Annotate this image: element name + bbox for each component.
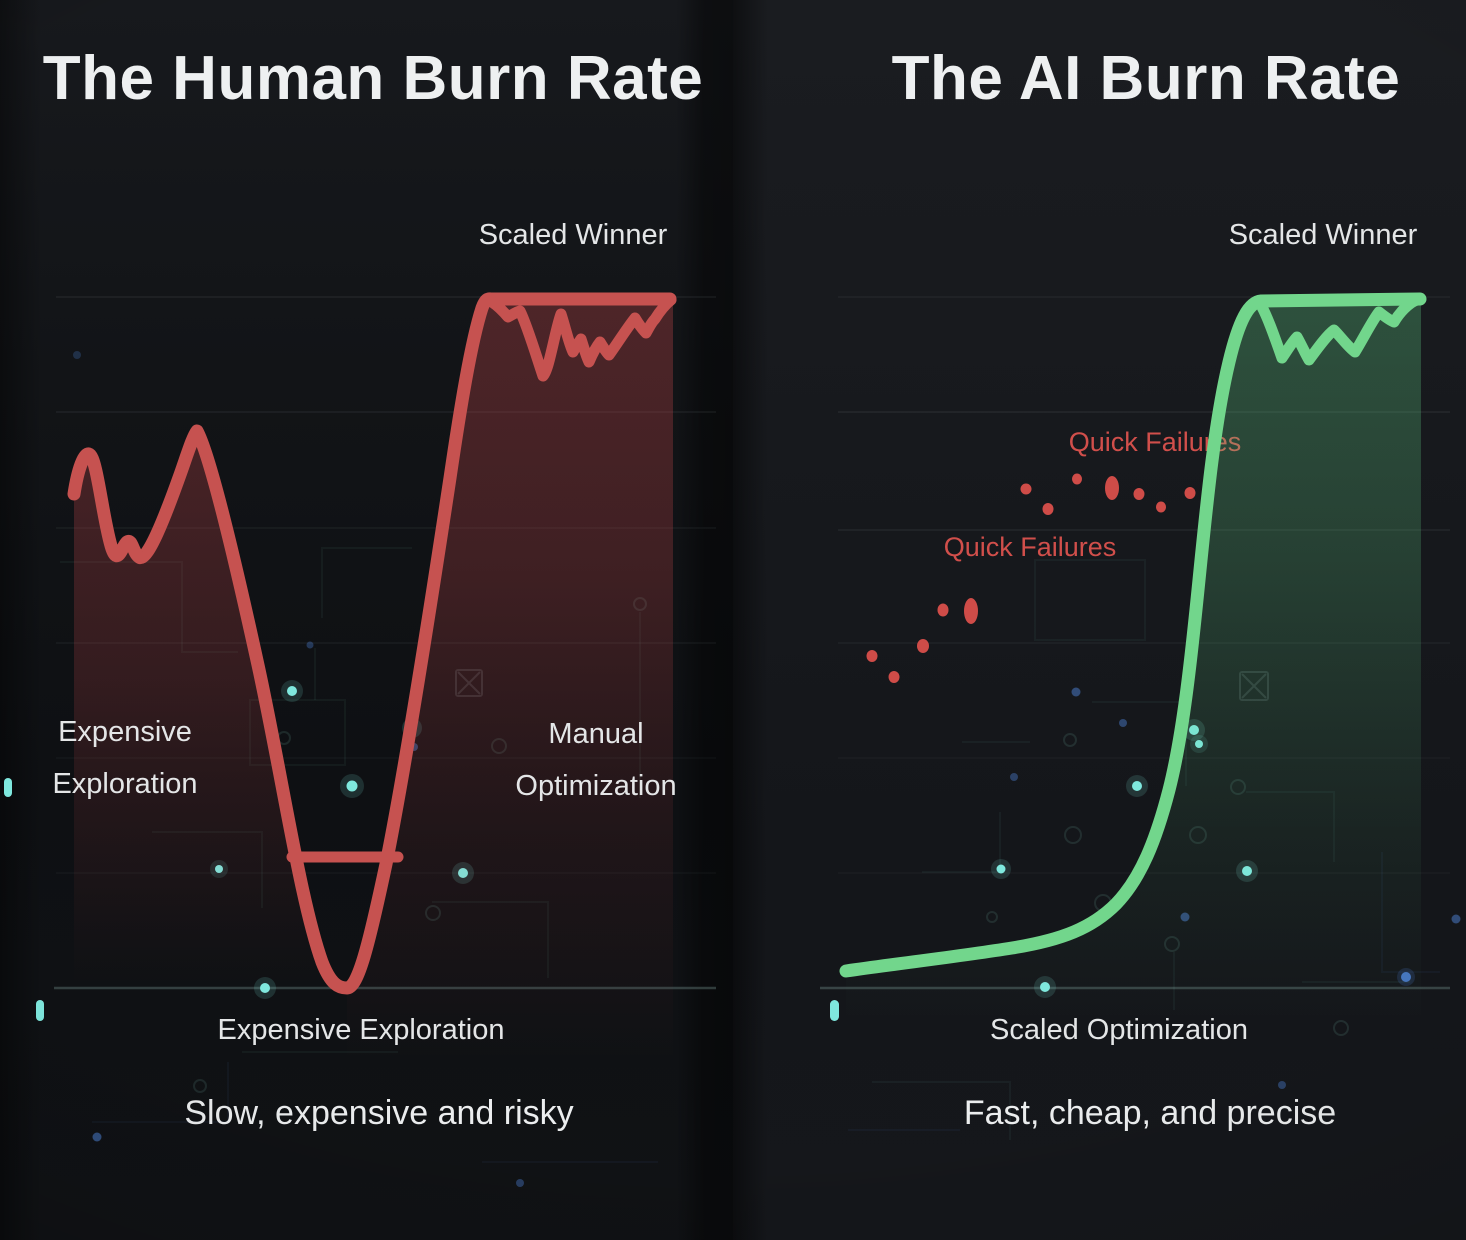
manual-optimization-label: Manual Optimization: [515, 708, 676, 812]
human-curve-fill-left-hump: [74, 431, 346, 992]
scaled-winner-label-right: Scaled Winner: [1228, 219, 1418, 251]
ai-plateau-squiggle: [1253, 294, 1423, 366]
tagline-left: Slow, expensive and risky: [184, 1094, 574, 1132]
expensive-side-line1: Expensive: [58, 716, 192, 748]
ai-curve-fill: [846, 304, 1421, 1020]
ai-burn-curve: [839, 292, 1427, 978]
quick-failure-dots: [866, 473, 1196, 683]
manual-line2: Optimization: [515, 770, 677, 802]
expensive-exploration-side-label: Expensive Exploration: [52, 706, 197, 810]
human-plateau-squiggle: [486, 294, 677, 382]
right-panel-title: The AI Burn Rate: [891, 44, 1401, 113]
left-edge-shade: [0, 0, 42, 1240]
manual-line1: Manual: [548, 718, 644, 750]
quick-failures-label-lower: Quick Failures: [943, 532, 1117, 562]
tagline-right: Fast, cheap, and precise: [963, 1094, 1337, 1132]
human-curve-fill-plateau: [347, 298, 673, 1060]
left-panel-title: The Human Burn Rate: [42, 44, 704, 113]
expensive-side-line2: Exploration: [52, 768, 198, 800]
scaled-winner-label-left: Scaled Winner: [478, 219, 668, 251]
bottom-label-right: Scaled Optimization: [990, 1014, 1248, 1046]
human-burn-curve: [67, 292, 677, 995]
bottom-label-left: Expensive Exploration: [217, 1014, 505, 1046]
panel-divider: [676, 0, 768, 1240]
